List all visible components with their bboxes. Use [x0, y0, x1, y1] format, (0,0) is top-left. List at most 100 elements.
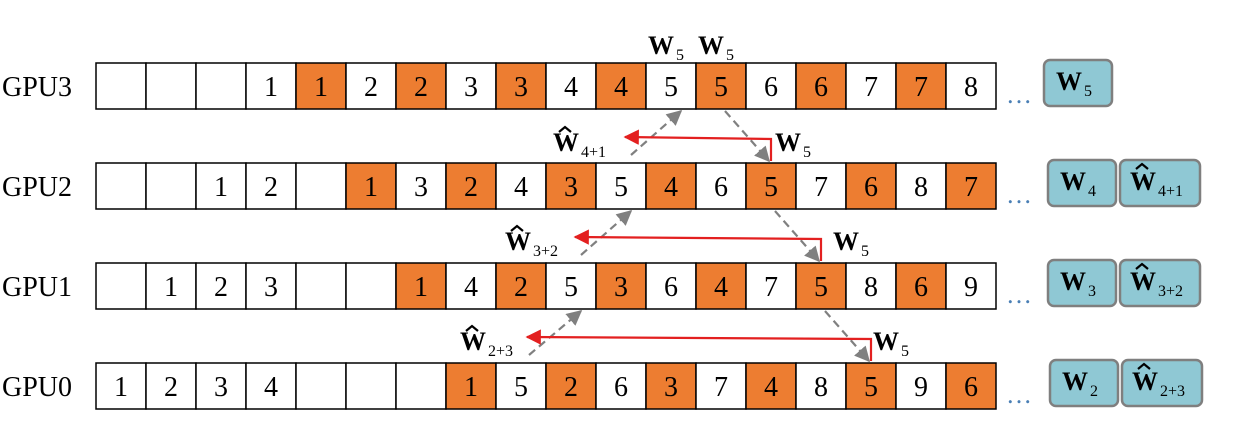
weight-annotations: W 5 W 5W 4+1 W 5W 3+2 W 5W 2+3 W 5	[460, 31, 909, 360]
backward-cell	[945, 362, 997, 410]
gpu-label: GPU1	[2, 272, 72, 303]
forward-cell	[445, 62, 497, 110]
gpu-row-gpu0: GPU0 1 2 3 4 1 5 2 6 3 7 4 8 5 9 6… W 2 W 2+3	[2, 358, 1204, 410]
accumulated-gradient-box	[1118, 258, 1202, 308]
forward-cell	[645, 262, 697, 310]
weight-label-letter: W	[1056, 67, 1082, 96]
weight-annotation-letter: W	[648, 31, 674, 60]
cell-label: 7	[814, 172, 828, 203]
cell-label: 4	[614, 72, 628, 103]
accumulated-weight-label: W 3+2	[1130, 267, 1183, 300]
backward-cell	[745, 362, 797, 410]
cell-label: 1	[164, 272, 178, 303]
cell-label: 8	[864, 272, 878, 303]
backward-cell	[945, 162, 997, 210]
forward-cell	[195, 362, 247, 410]
cell-label: 6	[614, 372, 628, 403]
forward-cell	[95, 62, 147, 110]
weight-label-subscript: 2	[1090, 383, 1098, 400]
backward-cell	[895, 262, 947, 310]
accumulated-gradient-annotation: W 2+3	[460, 327, 513, 360]
backward-cell	[845, 362, 897, 410]
accumulated-weight-label: W 4+1	[1130, 167, 1183, 200]
cell-label: 8	[964, 72, 978, 103]
accumulated-gradient-box	[1120, 358, 1204, 408]
gpu-label: GPU0	[2, 372, 72, 403]
cell-label: 1	[114, 372, 128, 403]
forward-cell	[545, 262, 597, 310]
cell-label: 4	[264, 372, 278, 403]
forward-cell	[445, 262, 497, 310]
forward-cell	[495, 162, 547, 210]
accumulated-gradient-annotation-letter: W	[460, 327, 486, 356]
cell-label: 3	[564, 172, 578, 203]
forward-cell	[345, 62, 397, 110]
accumulated-weight-label: W 2+3	[1132, 367, 1185, 400]
backward-cell	[395, 262, 447, 310]
accumulated-gradient-annotation-subscript: 3+2	[533, 243, 558, 260]
forward-cell	[895, 162, 947, 210]
backward-cell	[495, 62, 547, 110]
backward-cell	[595, 262, 647, 310]
forward-cell	[945, 62, 997, 110]
backward-cell	[595, 62, 647, 110]
weight-label-subscript: 3	[1088, 283, 1096, 300]
accumulated-gradient-annotation-subscript: 4+1	[581, 144, 606, 161]
backward-cell	[695, 262, 747, 310]
accumulated-weight-label-letter: W	[1132, 367, 1158, 396]
weight-annotation-subscript: 5	[803, 144, 811, 161]
accumulated-weight-label-letter: W	[1130, 167, 1156, 196]
accumulated-weight-label-letter: W	[1130, 267, 1156, 296]
cell-label: 7	[714, 372, 728, 403]
cell-label: 3	[664, 372, 678, 403]
forward-cell	[545, 62, 597, 110]
forward-cell	[145, 262, 197, 310]
forward-cell	[395, 362, 447, 410]
cell-label: 6	[764, 72, 778, 103]
backward-cell	[895, 62, 947, 110]
forward-cell	[345, 362, 397, 410]
cell-label: 7	[964, 172, 978, 203]
forward-cell	[195, 62, 247, 110]
backward-cell	[545, 162, 597, 210]
cell-label: 5	[814, 272, 828, 303]
forward-cell	[695, 362, 747, 410]
continuation-dots: …	[1006, 80, 1032, 109]
forward-cell	[845, 62, 897, 110]
cell-label: 6	[864, 172, 878, 203]
cell-label: 6	[964, 372, 978, 403]
backward-cell	[695, 62, 747, 110]
backward-cell	[645, 362, 697, 410]
forward-cell	[345, 262, 397, 310]
forward-cell	[195, 262, 247, 310]
send-gradient-up-arrow	[528, 310, 583, 356]
accumulated-gradient-annotation-letter: W	[553, 128, 579, 157]
cell-label: 3	[214, 372, 228, 403]
cell-label: 2	[414, 72, 428, 103]
hat-mark	[1135, 262, 1149, 270]
gpu-label: GPU3	[2, 72, 72, 103]
forward-cell	[95, 362, 147, 410]
hat-mark	[465, 324, 479, 332]
cell-label: 1	[314, 72, 328, 103]
backward-cell	[445, 162, 497, 210]
weight-annotation-letter: W	[833, 227, 859, 256]
cell-label: 1	[264, 72, 278, 103]
forward-cell	[495, 362, 547, 410]
send-weight-down-arrow	[824, 310, 871, 363]
weight-label-letter: W	[1062, 367, 1088, 396]
forward-cell	[145, 62, 197, 110]
cell-label: 2	[164, 372, 178, 403]
forward-cell	[945, 262, 997, 310]
hat-mark	[558, 125, 572, 133]
forward-cell	[745, 262, 797, 310]
cell-label: 2	[564, 372, 578, 403]
continuation-dots: …	[1006, 180, 1032, 209]
